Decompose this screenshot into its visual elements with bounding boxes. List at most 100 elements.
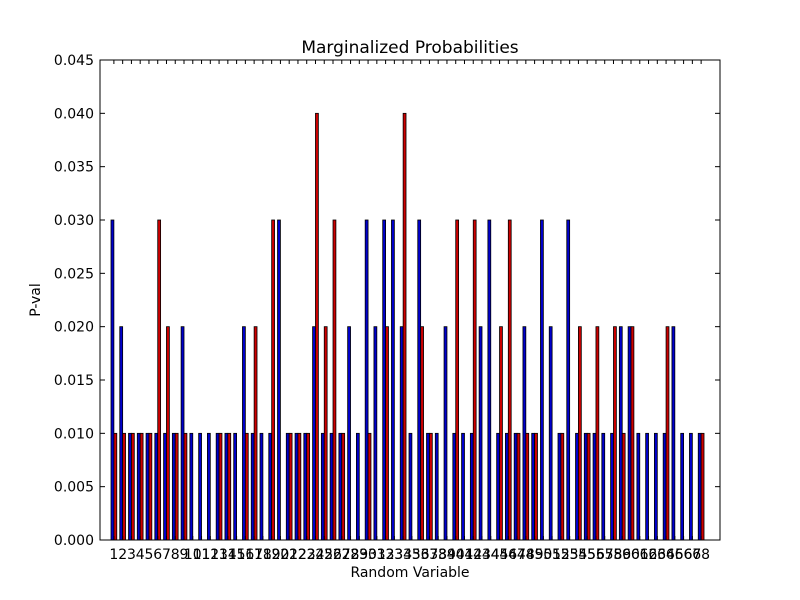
- bar-series-red: [507, 219, 512, 541]
- x-tick-label: 22: [289, 547, 307, 563]
- x-tick-label: 63: [648, 547, 666, 563]
- bar-series-blue: [233, 432, 238, 541]
- bar-series-blue: [505, 432, 509, 541]
- bar-series-red: [516, 432, 521, 541]
- bar-series-red: [402, 112, 407, 541]
- y-tick-label: 0.015: [54, 373, 94, 389]
- bar-series-blue: [522, 326, 527, 541]
- bar-series-blue: [285, 432, 290, 541]
- bar-series-red: [367, 432, 372, 541]
- bar-series-blue: [566, 219, 571, 541]
- bar-series-blue: [110, 219, 115, 541]
- bar-series-blue: [697, 432, 702, 541]
- bar-series-blue: [364, 219, 369, 541]
- bar-series-red: [297, 432, 302, 541]
- bar-series-blue: [417, 219, 422, 541]
- x-tick-label: 65: [666, 547, 684, 563]
- bar-series-blue: [163, 432, 167, 541]
- bar-series-blue: [338, 432, 343, 541]
- x-axis: 1 2 3 4 5 6 7 8 91011121314151617181920212223242…: [109, 60, 710, 563]
- y-tick-label: 0.000: [54, 533, 94, 549]
- bar-series-blue: [303, 432, 308, 541]
- bar-series-blue: [531, 432, 536, 541]
- y-tick-label: 0.045: [54, 53, 94, 69]
- x-tick-label: 62: [640, 547, 658, 563]
- bar-series-blue: [627, 326, 632, 541]
- bar-series-blue: [145, 432, 150, 541]
- x-tick-label: 18: [254, 547, 272, 563]
- bar-series-blue: [557, 432, 562, 541]
- x-tick-label: 55: [578, 547, 596, 563]
- bar-series-red: [420, 326, 424, 541]
- x-tick-label: 17: [245, 547, 263, 563]
- x-tick-label: 60: [622, 547, 640, 563]
- bar-series-blue: [320, 432, 325, 541]
- bar-series-blue: [583, 432, 588, 541]
- bar-series-blue: [250, 432, 255, 541]
- bar-series-red: [700, 432, 705, 541]
- bar-series-blue: [443, 326, 448, 541]
- y-tick-label: 0.010: [54, 426, 94, 442]
- bar-series-red: [385, 326, 389, 541]
- x-tick-label: 8: [171, 547, 180, 563]
- bar-series-red: [332, 219, 337, 541]
- bar-series-blue: [452, 432, 457, 541]
- bar-series-blue: [119, 326, 124, 541]
- bar-series-red: [630, 326, 635, 541]
- bar-series-blue: [461, 432, 465, 541]
- x-tick-label: 33: [385, 547, 403, 563]
- bar-series-red: [560, 432, 565, 541]
- x-tick-label: 32: [377, 547, 395, 563]
- x-tick-label: 68: [692, 547, 710, 563]
- x-tick-label: 30: [359, 547, 377, 563]
- x-tick-label: 3: [127, 547, 136, 563]
- x-tick-label: 45: [491, 547, 509, 563]
- bar-series-blue: [277, 219, 281, 541]
- x-tick-label: 64: [657, 547, 675, 563]
- x-tick-label: 23: [298, 547, 316, 563]
- x-tick-label: 48: [517, 547, 535, 563]
- bar-series-blue: [347, 326, 351, 541]
- bar-series-blue: [356, 432, 360, 541]
- x-tick-label: 14: [219, 547, 237, 563]
- x-tick-label: 2: [118, 547, 127, 563]
- bar-series-blue: [654, 432, 658, 541]
- bar-series-blue: [618, 326, 623, 541]
- x-tick-label: 52: [552, 547, 570, 563]
- bar-series-blue: [680, 432, 685, 541]
- bar-series-blue: [136, 432, 141, 541]
- bar-series-blue: [469, 432, 474, 541]
- x-tick-label: 46: [499, 547, 517, 563]
- x-tick-label: 21: [280, 547, 298, 563]
- bar-series-blue: [198, 432, 202, 541]
- bar-series-red: [472, 219, 477, 541]
- bar-series-red: [113, 432, 118, 541]
- bar-series-red: [621, 432, 626, 541]
- bar-series-red: [595, 326, 600, 541]
- bar-series-red: [244, 432, 249, 541]
- x-tick-label: 19: [263, 547, 281, 563]
- x-tick-label: 24: [307, 547, 325, 563]
- bar-series-blue: [434, 432, 439, 541]
- bar-series-blue: [399, 326, 404, 541]
- bar-series-blue: [391, 219, 395, 541]
- bar-series-blue: [207, 432, 211, 541]
- bar-series-blue: [189, 432, 194, 541]
- y-tick-label: 0.020: [54, 320, 94, 336]
- x-tick-label: 34: [394, 547, 412, 563]
- x-tick-label: 39: [438, 547, 456, 563]
- x-tick-label: 5: [144, 547, 153, 563]
- bar-series-red: [166, 326, 170, 541]
- bar-series-blue: [224, 432, 229, 541]
- x-axis-label: Random Variable: [350, 565, 469, 581]
- x-tick-label: 59: [613, 547, 631, 563]
- x-tick-label: 28: [342, 547, 360, 563]
- x-tick-label: 54: [570, 547, 588, 563]
- x-tick-label: 1: [109, 547, 118, 563]
- bar-series-blue: [215, 432, 220, 541]
- y-tick-label: 0.005: [54, 480, 94, 496]
- bar-series-red: [525, 432, 530, 541]
- bar-series-blue: [154, 432, 159, 541]
- x-tick-label: 4: [136, 547, 145, 563]
- bar-series-red: [253, 326, 258, 541]
